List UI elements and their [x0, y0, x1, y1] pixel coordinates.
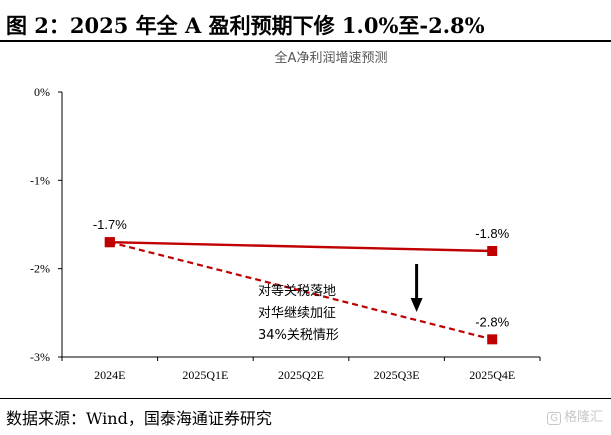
source-divider: [0, 398, 611, 399]
title-divider: [0, 40, 611, 42]
series-line-solid: [109, 240, 493, 253]
data-point-marker: [487, 334, 498, 345]
data-point-marker: [104, 237, 115, 248]
x-tick-label: 2025Q4E: [469, 368, 515, 382]
y-tick-label: -1%: [30, 173, 50, 187]
watermark-logo-icon: G: [547, 412, 561, 425]
annotation-line: 34%关税情形: [258, 328, 339, 343]
data-label: -1.8%: [475, 226, 509, 241]
x-tick-label: 2025Q1E: [182, 368, 228, 382]
x-axis: 2024E 2025Q1E 2025Q2E 2025Q3E 2025Q4E: [61, 356, 541, 382]
annotation-line: 对等关税落地: [258, 283, 336, 299]
data-point-marker: [487, 246, 498, 256]
figure-title: 图 2：2025 年全 A 盈利预期下修 1.0%至-2.8%: [6, 13, 485, 38]
y-axis: 0% -1% -2% -3%: [30, 85, 63, 364]
annotation-line: 对华继续加征: [258, 306, 336, 321]
source-note: 数据来源：Wind，国泰海通证券研究: [6, 409, 272, 428]
y-tick-label: -2%: [30, 262, 50, 276]
x-tick-label: 2024E: [94, 368, 125, 382]
x-tick-label: 2025Q3E: [374, 368, 420, 382]
line-chart: 全A净利润增速预测 0% -1% -2% -3% 2024E 2025Q1E 2025Q2…: [30, 50, 541, 382]
down-arrow-icon: [410, 298, 423, 312]
x-tick-label: 2025Q2E: [278, 368, 324, 382]
data-label: -2.8%: [475, 314, 509, 329]
watermark-text: 格隆汇: [563, 410, 603, 425]
data-labels: -1.7% -1.8% -2.8%: [93, 217, 510, 329]
data-label: -1.7%: [93, 217, 127, 232]
watermark: G 格隆汇: [547, 406, 603, 425]
y-tick-label: 0%: [34, 85, 50, 99]
series-layer: [104, 237, 498, 345]
y-tick-label: -3%: [30, 350, 50, 364]
chart-title: 全A净利润增速预测: [275, 50, 388, 66]
series-line-dashed: [109, 241, 493, 341]
